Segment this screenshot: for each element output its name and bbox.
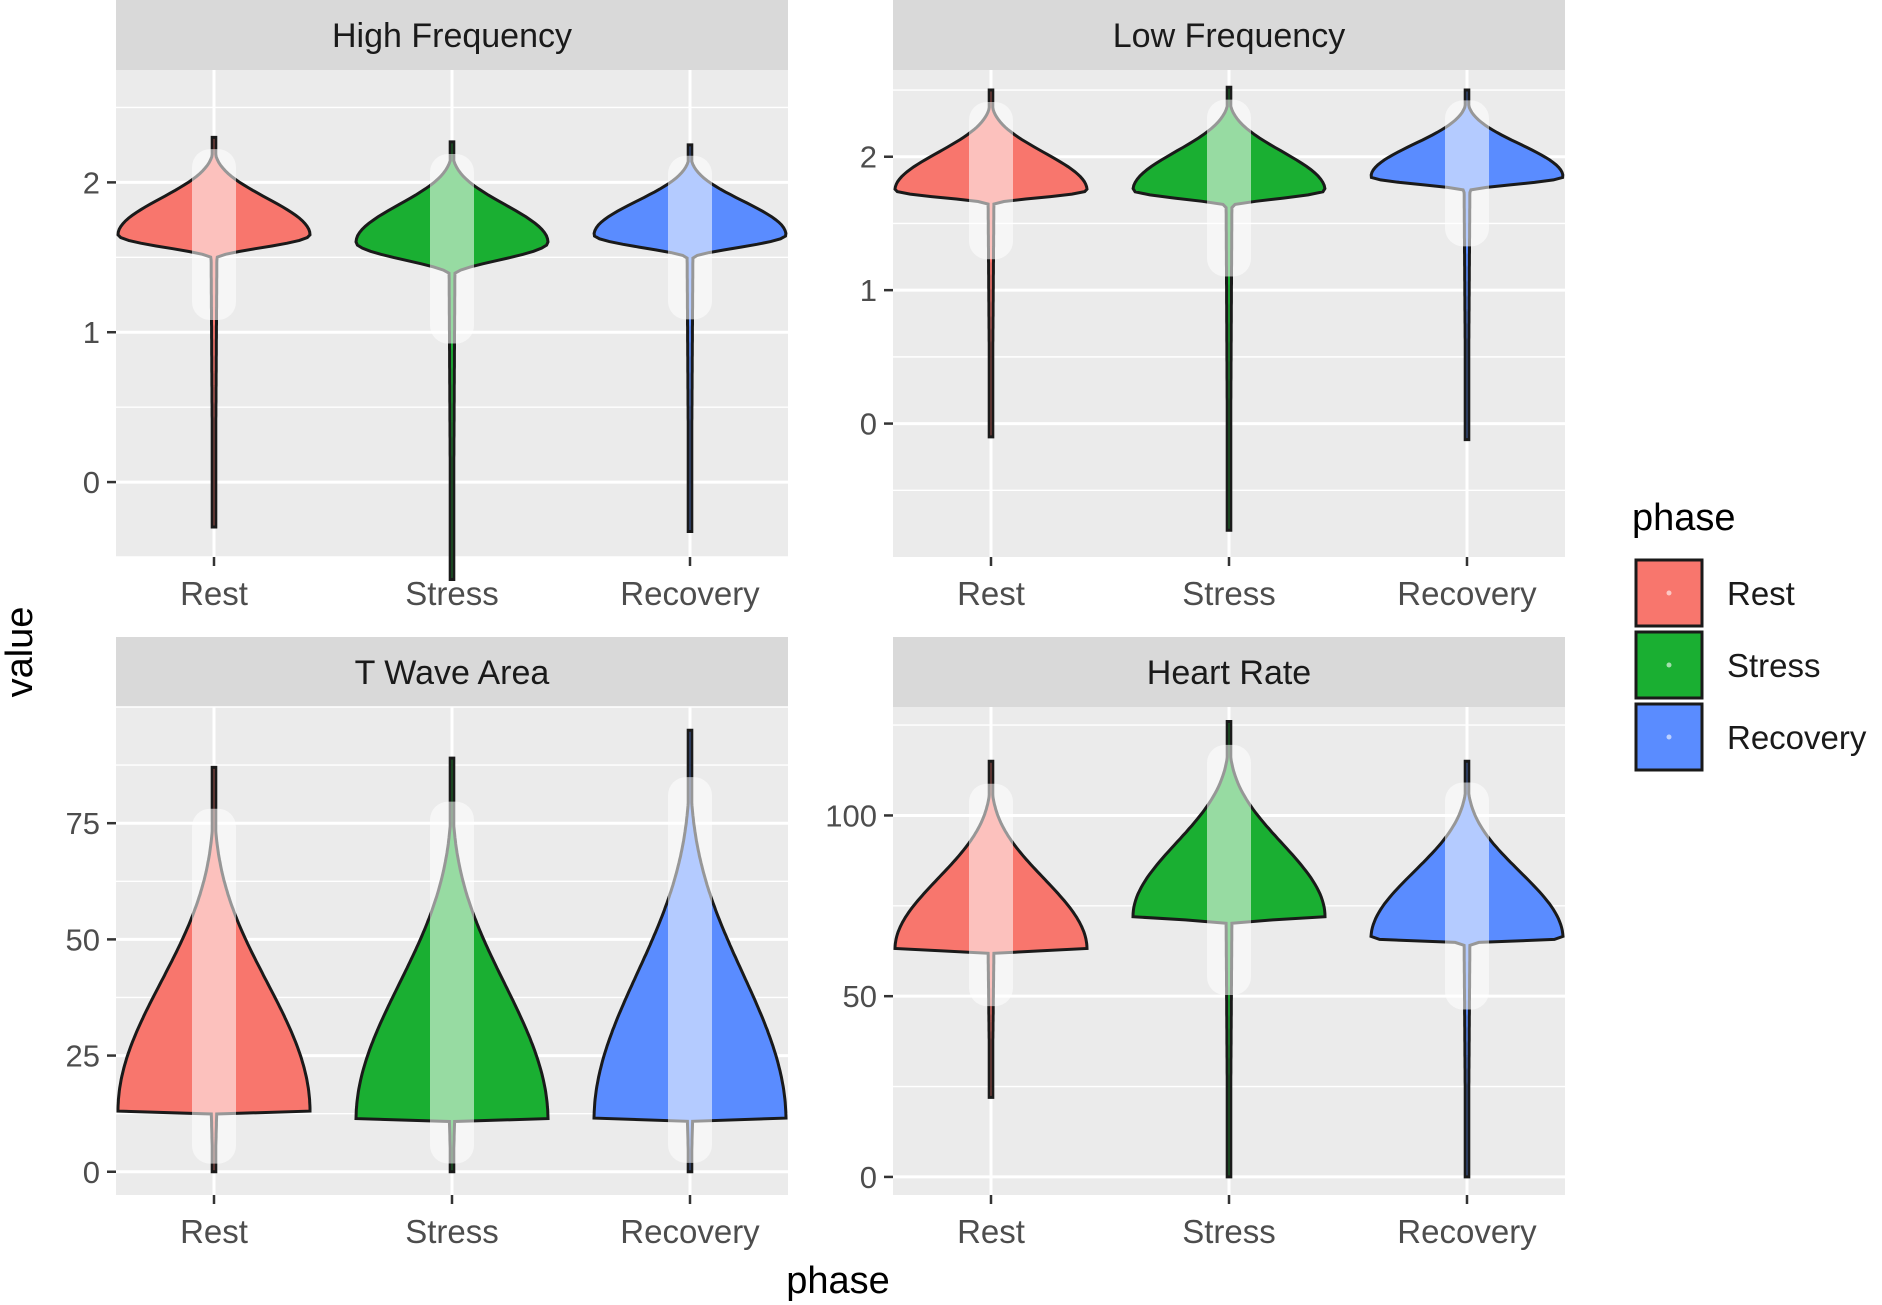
y-tick-label: 25 [66, 1039, 100, 1074]
jitter-points [192, 149, 236, 320]
jitter-points [969, 783, 1013, 1007]
facet-panel: T Wave Area 0 25 50 75 Rest Stress Recovery [66, 637, 788, 1250]
x-tick-label: Recovery [620, 575, 760, 612]
facet-title: Heart Rate [1147, 654, 1311, 692]
x-tick-label: Stress [1182, 575, 1276, 612]
y-tick-label: 1 [860, 273, 877, 308]
legend-key-point [1666, 590, 1672, 596]
jitter-points [1445, 782, 1489, 1010]
violin-recovery [592, 728, 788, 1174]
facet-panel: Heart Rate 0 50 100 Rest Stress Recovery [825, 637, 1565, 1250]
y-tick-label: 100 [825, 798, 877, 833]
facet-title: Low Frequency [1113, 17, 1345, 55]
facet-strip [116, 637, 788, 707]
y-tick-label: 50 [66, 922, 100, 957]
y-tick-label: 1 [83, 315, 100, 350]
jitter-points [1445, 100, 1489, 247]
violin-rest [893, 759, 1089, 1099]
violin-stress [354, 140, 550, 581]
violin-recovery [1369, 759, 1565, 1179]
y-tick-label: 2 [83, 165, 100, 200]
legend-key-point [1666, 662, 1672, 668]
violin-stress [1131, 720, 1327, 1179]
y-tick-label: 0 [83, 465, 100, 500]
jitter-points [969, 102, 1013, 260]
jitter-points [1207, 99, 1251, 277]
y-tick-label: 2 [860, 140, 877, 175]
jitter-points [668, 155, 712, 320]
facet-strip [893, 0, 1565, 70]
violin-recovery [1369, 88, 1565, 442]
x-tick-label: Rest [957, 575, 1025, 612]
legend-title: phase [1632, 497, 1736, 539]
y-tick-label: 0 [860, 1160, 877, 1195]
x-tick-label: Rest [957, 1213, 1025, 1250]
violin-recovery [592, 143, 788, 533]
jitter-points [668, 777, 712, 1163]
facet-title: T Wave Area [355, 654, 550, 692]
facet-strip [893, 637, 1565, 707]
legend-label: Recovery [1727, 719, 1867, 756]
x-tick-label: Rest [180, 1213, 248, 1250]
jitter-points [430, 801, 474, 1164]
facet-strip [116, 0, 788, 70]
jitter-points [1207, 744, 1251, 996]
violin-stress [354, 756, 550, 1174]
x-tick-label: Stress [405, 1213, 499, 1250]
legend-label: Rest [1727, 575, 1795, 612]
y-tick-label: 50 [843, 979, 877, 1014]
facet-panel: Low Frequency 0 1 2 Rest Stress Recovery [860, 0, 1565, 612]
x-tick-label: Rest [180, 575, 248, 612]
facet-title: High Frequency [332, 17, 572, 55]
jitter-points [430, 153, 474, 344]
x-tick-label: Stress [405, 575, 499, 612]
facet-panel: High Frequency 0 1 2 Rest Stress Recovery [83, 0, 788, 612]
y-tick-label: 0 [83, 1155, 100, 1190]
x-tick-label: Recovery [1397, 1213, 1537, 1250]
violin-rest [116, 135, 312, 529]
x-tick-label: Recovery [1397, 575, 1537, 612]
x-axis-label: phase [786, 1260, 890, 1302]
y-tick-label: 75 [66, 806, 100, 841]
violin-rest [116, 765, 312, 1174]
violin-rest [893, 88, 1089, 439]
x-tick-label: Stress [1182, 1213, 1276, 1250]
x-tick-label: Recovery [620, 1213, 760, 1250]
violin-stress [1131, 85, 1327, 532]
jitter-points [192, 808, 236, 1164]
y-tick-label: 0 [860, 407, 877, 442]
y-axis-label: value [0, 607, 41, 698]
legend-key-point [1666, 734, 1672, 740]
legend-label: Stress [1727, 647, 1821, 684]
legend: phase Rest Stress Recovery [1632, 497, 1867, 772]
